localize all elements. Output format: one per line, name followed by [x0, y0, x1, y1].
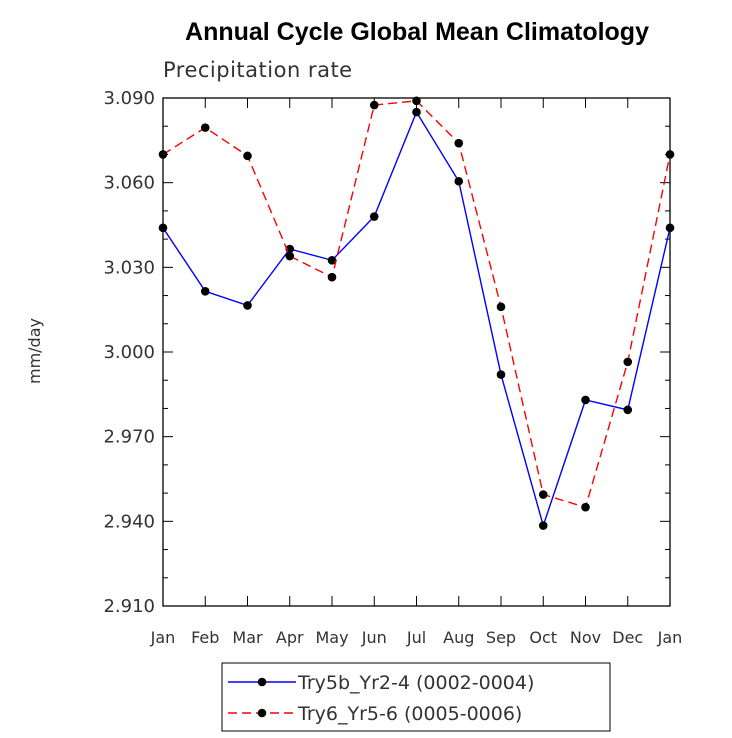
- y-axis-label: mm/day: [25, 318, 44, 384]
- chart-title: Annual Cycle Global Mean Climatology: [185, 18, 649, 46]
- legend-label-2: Try6_Yr5-6 (0005-0006): [297, 703, 522, 725]
- chart-subtitle: Precipitation rate: [163, 58, 353, 82]
- data-point: [369, 212, 379, 221]
- y-tick-label: 3.030: [103, 257, 155, 278]
- data-point: [496, 302, 506, 312]
- x-tick-label: Nov: [570, 628, 601, 647]
- data-point: [665, 150, 675, 159]
- data-point: [158, 223, 168, 233]
- data-point: [412, 96, 421, 106]
- data-point: [665, 223, 675, 233]
- data-point: [538, 490, 548, 499]
- data-point: [454, 138, 464, 148]
- data-point: [327, 272, 337, 282]
- y-tick-label: 2.940: [103, 511, 155, 532]
- x-tick-label: Jan: [657, 628, 683, 647]
- data-point: [538, 521, 548, 530]
- x-tick-label: May: [315, 628, 348, 647]
- plot-frame: [162, 97, 671, 607]
- data-point: [623, 405, 633, 415]
- data-point: [243, 301, 252, 310]
- legend-box: [221, 662, 611, 732]
- series-line-2: [162, 100, 671, 509]
- x-tick-label: Mar: [232, 628, 263, 647]
- y-tick-label: 2.970: [103, 427, 155, 448]
- data-point: [496, 370, 506, 379]
- legend: Try5b_Yr2-4 (0002-0004) Try6_Yr5-6 (0005-…: [221, 662, 611, 732]
- data-point: [327, 255, 337, 265]
- series-line-1: [162, 110, 671, 528]
- y-tick-label: 2.910: [103, 596, 155, 617]
- legend-marker-2: [257, 708, 267, 718]
- data-point: [454, 176, 464, 186]
- x-tick-label: Apr: [276, 628, 304, 647]
- legend-marker-1: [257, 677, 267, 687]
- data-point: [200, 123, 210, 132]
- data-point: [285, 251, 295, 261]
- x-tick-label: Jan: [150, 628, 176, 647]
- data-point: [623, 357, 633, 367]
- data-point: [412, 107, 421, 117]
- data-point: [243, 151, 252, 161]
- x-tick-label: Jul: [406, 628, 426, 647]
- x-tick-label: Aug: [443, 628, 474, 647]
- x-tick-label: Sep: [486, 628, 516, 647]
- plot-layer: 2.910 2.940 2.970 3.000 3.030 3.060 3.090 Jan Fe…: [103, 88, 682, 647]
- x-tick-label: Jun: [361, 628, 387, 647]
- y-tick-label: 3.000: [103, 342, 155, 363]
- y-tick-label: 3.090: [103, 88, 155, 109]
- data-point: [158, 150, 168, 159]
- data-point: [369, 100, 379, 110]
- y-tick-label: 3.060: [103, 173, 155, 194]
- x-tick-label: Feb: [191, 628, 219, 647]
- legend-label-1: Try5b_Yr2-4 (0002-0004): [297, 672, 534, 694]
- x-tick-label: Dec: [612, 628, 643, 647]
- x-tick-label: Oct: [529, 628, 557, 647]
- data-point: [581, 502, 590, 512]
- data-point: [200, 287, 210, 296]
- data-point: [581, 395, 590, 405]
